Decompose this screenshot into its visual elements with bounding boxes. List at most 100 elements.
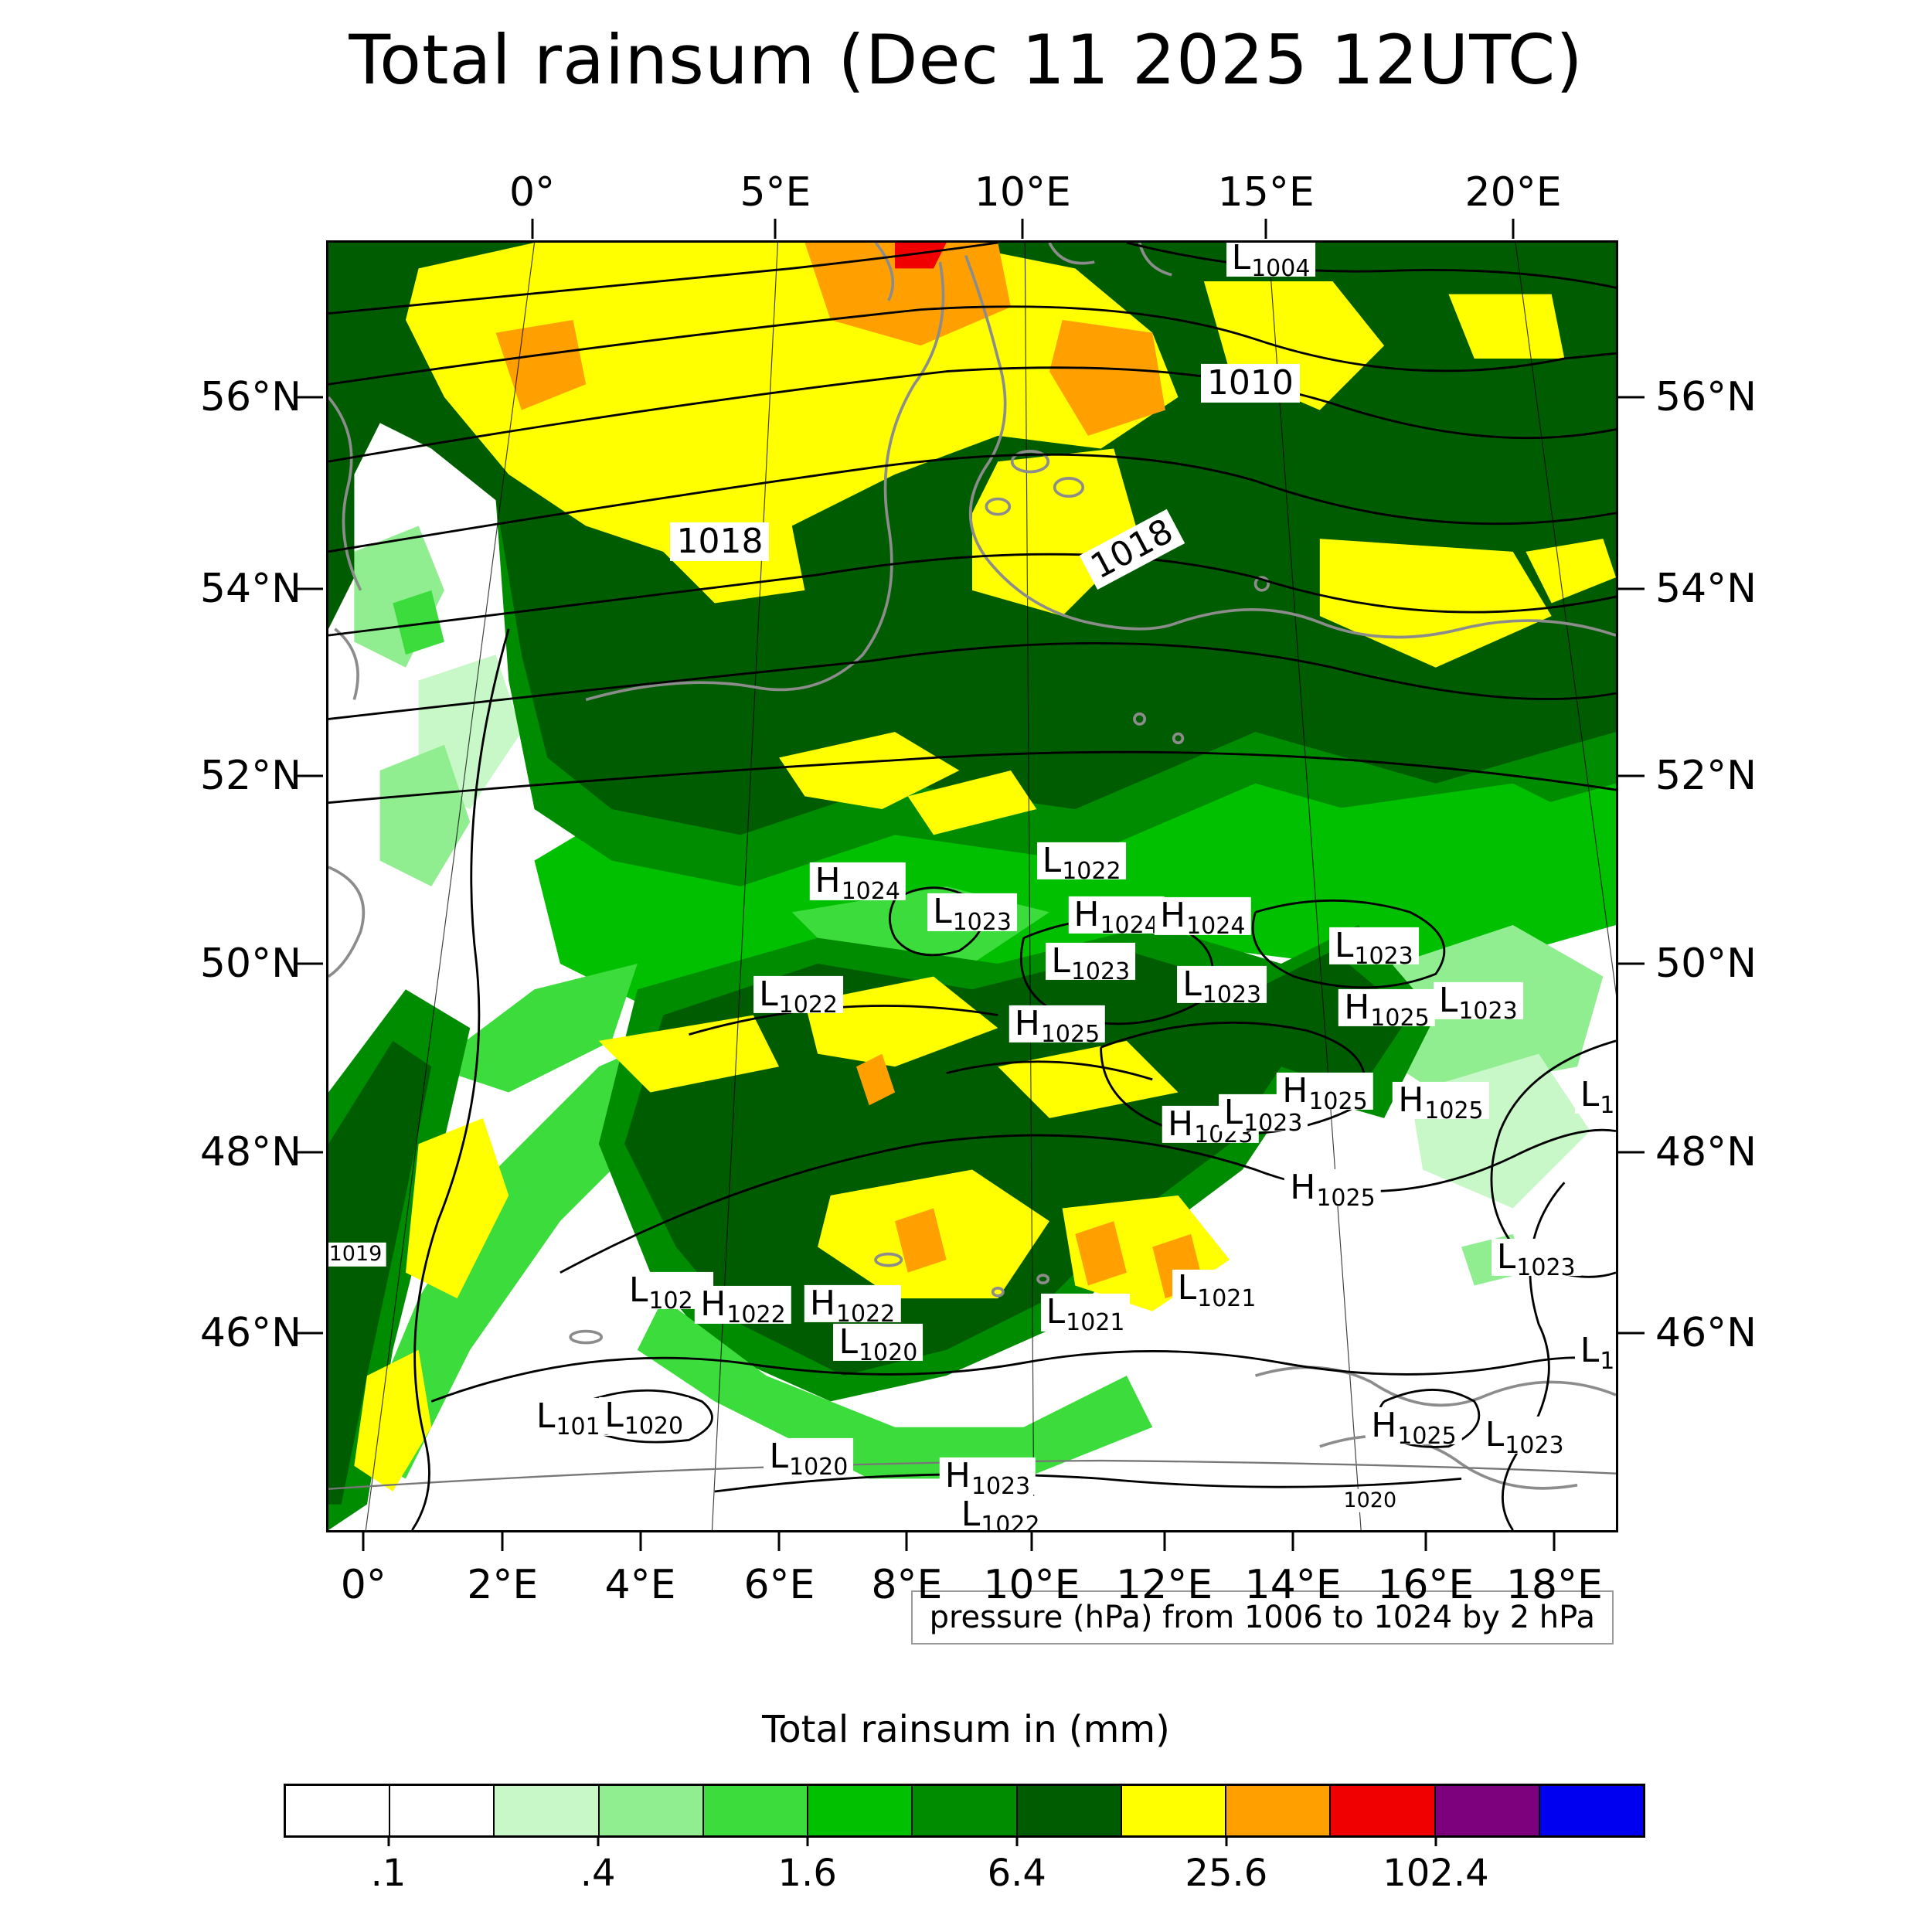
low-pressure-label: L1020	[764, 1437, 854, 1479]
axis-tick-left	[295, 587, 323, 590]
axis-label-left: 54°N	[199, 566, 301, 613]
colorbar-cell	[808, 1786, 913, 1835]
axis-tick-right	[1617, 396, 1645, 399]
axis-label-left: 50°N	[199, 940, 301, 988]
axis-label-right: 56°N	[1655, 374, 1757, 421]
colorbar-tick-label: 25.6	[1185, 1852, 1268, 1895]
axis-label-left: 48°N	[199, 1128, 301, 1175]
high-pressure-label: H1025	[1284, 1168, 1381, 1210]
axis-label-bottom: 2°E	[467, 1562, 539, 1608]
colorbar-tick-label: 6.4	[987, 1852, 1046, 1895]
axis-label-left: 56°N	[199, 374, 301, 421]
axis-tick-bottom	[1553, 1531, 1556, 1551]
axis-label-top: 0°	[509, 169, 556, 216]
axis-tick-bottom	[1424, 1531, 1427, 1551]
axis-label-top: 5°E	[740, 169, 811, 216]
pressure-labels-layer: L1004 1010 1018 1018 H1024 L1022 L1023 H1024 H10…	[328, 243, 1616, 1530]
high-pressure-label: H1023	[939, 1457, 1036, 1498]
low-pressure-label: L102	[1574, 1076, 1616, 1117]
colorbar-cell	[495, 1786, 600, 1835]
low-pressure-label: L1022	[753, 975, 844, 1017]
high-pressure-label: H1022	[804, 1284, 901, 1326]
precipitation-map-svg	[328, 243, 1616, 1530]
colorbar-tick-label: 1.6	[777, 1852, 837, 1895]
axis-tick-bottom	[1030, 1531, 1033, 1551]
axis-tick-bottom	[1291, 1531, 1294, 1551]
colorbar-cell	[703, 1786, 809, 1835]
colorbar-tick	[1015, 1835, 1019, 1846]
colorbar-cell	[1017, 1786, 1122, 1835]
low-pressure-label: L1023	[1479, 1416, 1570, 1458]
axis-label-top: 15°E	[1217, 169, 1315, 216]
contour-value-label: 1019	[328, 1243, 386, 1267]
low-pressure-label: L1021	[1040, 1294, 1131, 1335]
high-pressure-label: H1025	[1366, 1406, 1462, 1448]
colorbar-cell	[1331, 1786, 1436, 1835]
axis-label-bottom: 8°E	[871, 1562, 943, 1608]
precip-regions	[328, 243, 1616, 1530]
axis-label-bottom: 0°	[340, 1562, 386, 1608]
high-pressure-label: H1024	[1154, 897, 1251, 938]
axis-tick-bottom	[362, 1531, 365, 1551]
colorbar-tick	[1434, 1835, 1437, 1846]
axis-label-top: 10°E	[974, 169, 1071, 216]
axis-tick-bottom	[639, 1531, 641, 1551]
pressure-caption: pressure (hPa) from 1006 to 1024 by 2 hP…	[910, 1590, 1614, 1645]
axis-tick-right	[1617, 774, 1645, 777]
axis-tick-top	[1264, 219, 1267, 239]
axis-label-bottom: 16°E	[1377, 1562, 1475, 1608]
axis-label-right: 52°N	[1655, 753, 1757, 800]
axis-label-bottom: 14°E	[1244, 1562, 1342, 1608]
colorbar-cells	[284, 1784, 1645, 1838]
low-pressure-label: L102	[1574, 1332, 1616, 1374]
low-pressure-label: L1020	[833, 1323, 923, 1365]
axis-label-bottom: 4°E	[604, 1562, 676, 1608]
axis-tick-top	[531, 219, 534, 239]
axis-tick-bottom	[777, 1531, 781, 1551]
axis-label-bottom: 10°E	[983, 1562, 1080, 1608]
axis-tick-top	[1512, 219, 1515, 239]
high-pressure-label: H1025	[1338, 988, 1435, 1030]
axis-tick-bottom	[905, 1531, 908, 1551]
low-pressure-label: L1022	[1036, 842, 1127, 883]
colorbar-tick	[806, 1835, 809, 1846]
axis-tick-bottom	[501, 1531, 504, 1551]
low-pressure-label: L1023	[1328, 927, 1419, 968]
axis-tick-bottom	[1163, 1531, 1166, 1551]
high-pressure-label: H1025	[1393, 1081, 1489, 1123]
axis-label-left: 52°N	[199, 753, 301, 800]
page-title: Total rainsum (Dec 11 2025 12UTC)	[349, 20, 1583, 100]
map-area: L1004 1010 1018 1018 H1024 L1022 L1023 H1024 H10…	[326, 240, 1618, 1532]
colorbar-tick-label: 102.4	[1383, 1852, 1489, 1895]
colorbar-tick-label: .1	[370, 1852, 406, 1895]
axis-tick-right	[1617, 962, 1645, 965]
colorbar-cell	[390, 1786, 495, 1835]
high-pressure-label: H1022	[695, 1286, 791, 1328]
colorbar-cell	[286, 1786, 391, 1835]
colorbar-cell	[1226, 1786, 1332, 1835]
colorbar-tick-label: .4	[580, 1852, 616, 1895]
colorbar-cell	[1121, 1786, 1227, 1835]
low-pressure-label: L1004	[1226, 243, 1316, 281]
low-pressure-label: L1023	[927, 893, 1017, 934]
colorbar-tick	[387, 1835, 390, 1846]
high-pressure-label: H1023	[1162, 1106, 1259, 1147]
colorbar-tick	[1225, 1835, 1228, 1846]
high-pressure-label: H1025	[1277, 1072, 1373, 1114]
axis-tick-right	[1617, 1332, 1645, 1335]
axis-tick-left	[295, 1151, 323, 1154]
high-pressure-label: H1024	[1068, 896, 1165, 937]
colorbar-cell	[1435, 1786, 1540, 1835]
axis-label-bottom: 18°E	[1505, 1562, 1603, 1608]
axis-tick-top	[774, 219, 777, 239]
low-pressure-label: L1022	[955, 1495, 1046, 1530]
low-pressure-label: L1023	[1177, 965, 1267, 1007]
axis-tick-left	[295, 962, 323, 965]
low-pressure-label: L1023	[1433, 982, 1523, 1023]
axis-label-top: 20°E	[1464, 169, 1562, 216]
axis-tick-top	[1021, 219, 1024, 239]
contour-value-label: 1010	[1200, 363, 1300, 403]
axis-label-bottom: 12°E	[1116, 1562, 1213, 1608]
colorbar: .1 .4 1.6 6.4 25.6 102.4	[284, 1784, 1645, 1915]
